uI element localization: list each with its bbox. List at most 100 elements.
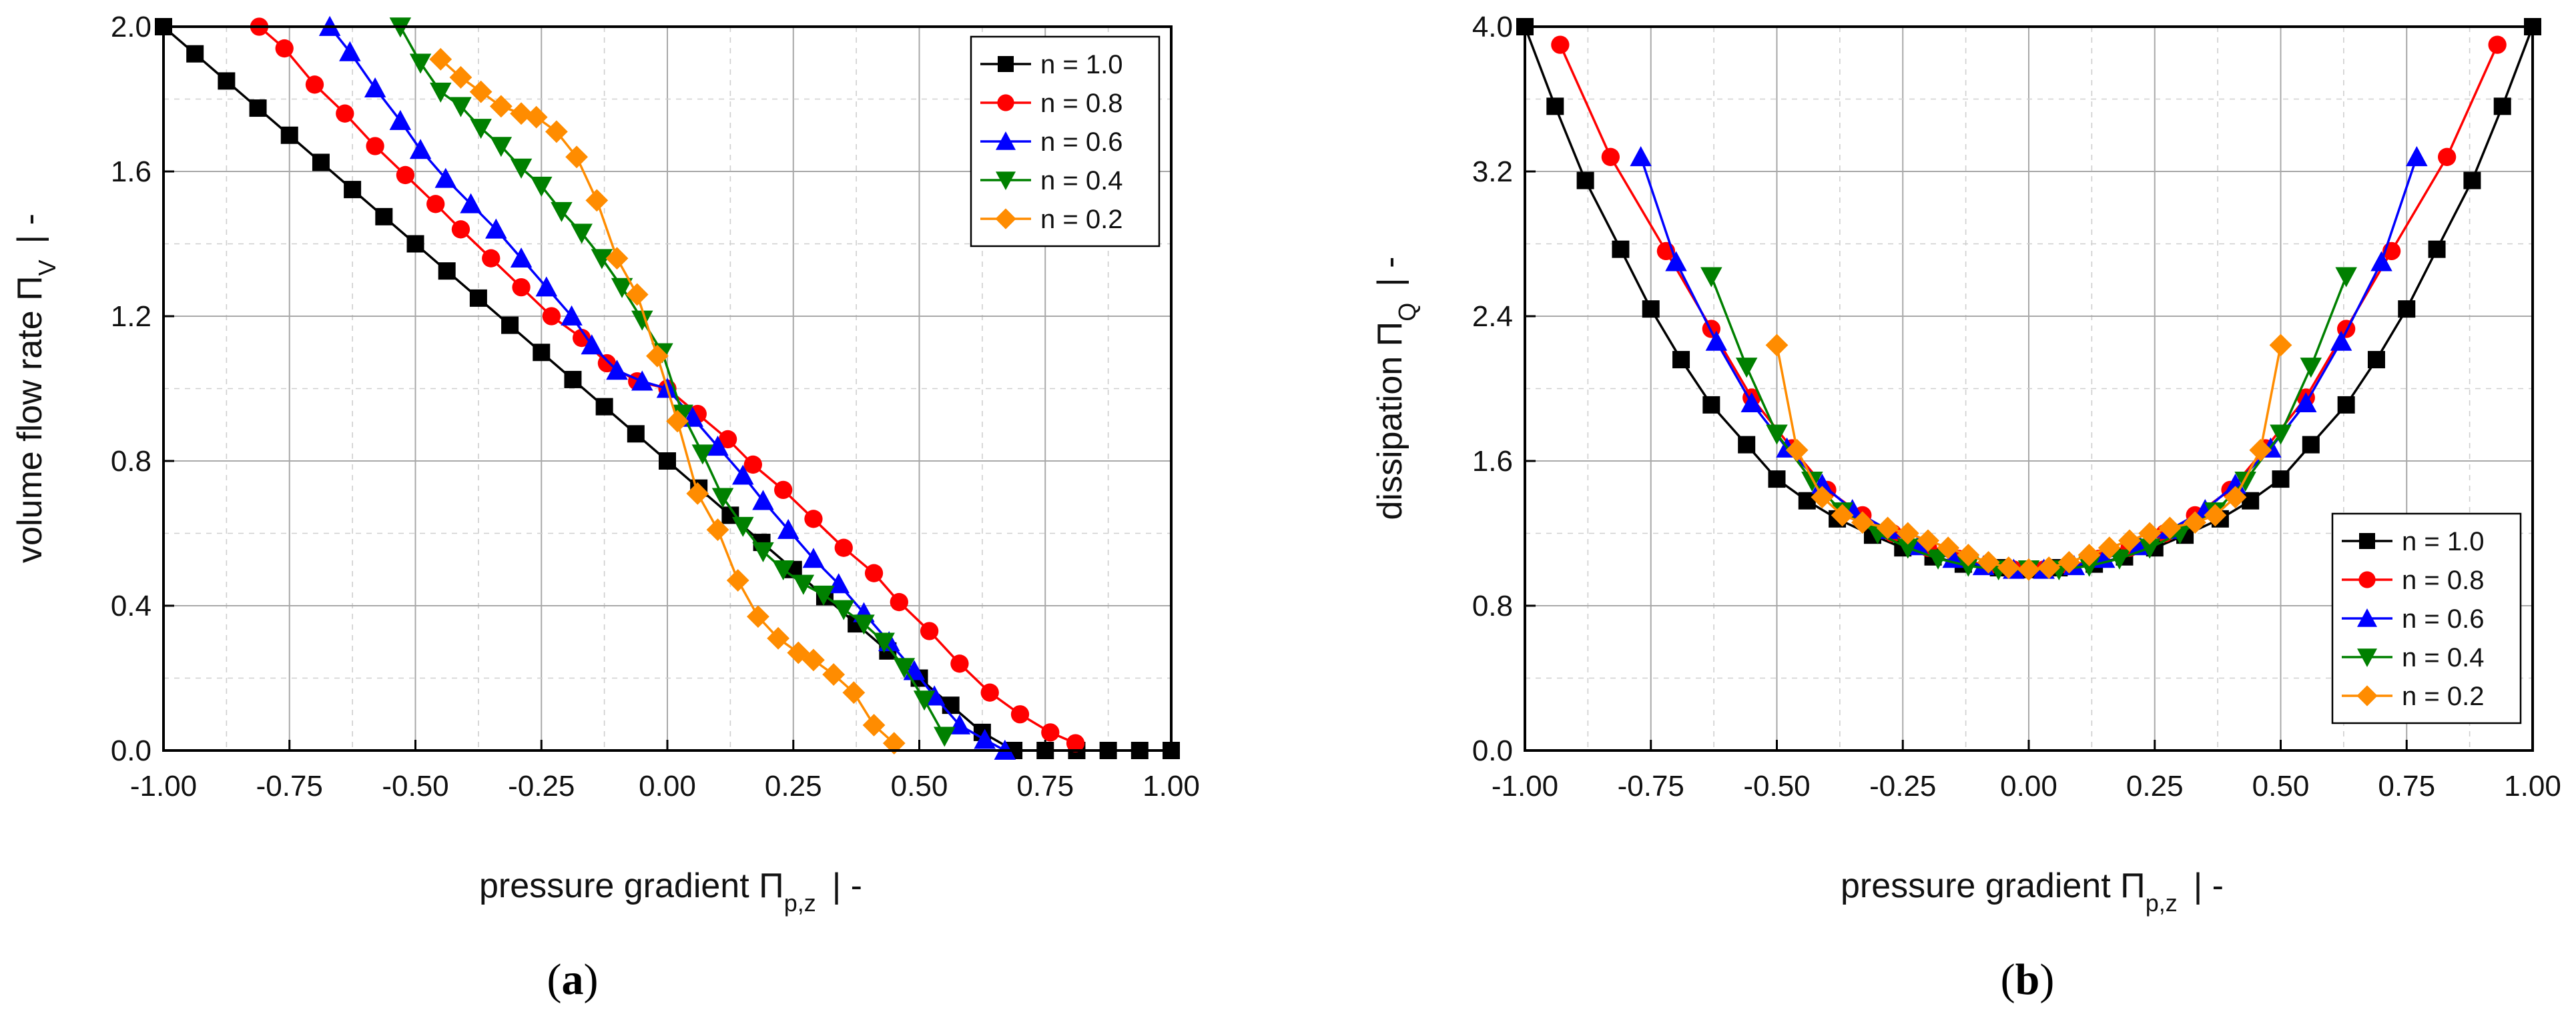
legend-label: n = 0.8 [2402, 566, 2484, 595]
data-point [1917, 529, 1939, 552]
data-point [2108, 549, 2131, 570]
data-point [2234, 472, 2256, 492]
y-tick-label: 2.4 [1472, 300, 1513, 333]
data-point [186, 45, 204, 63]
data-point [375, 207, 393, 225]
legend-label: n = 0.6 [1040, 127, 1122, 157]
data-point [249, 99, 267, 117]
legend-marker [2358, 571, 2376, 588]
data-point [732, 516, 754, 537]
data-point [2270, 424, 2292, 445]
data-point [2077, 544, 2101, 566]
data-point [535, 276, 558, 297]
legend-entry: n = 0.8 [2342, 566, 2484, 595]
data-point [873, 632, 895, 653]
data-point [666, 410, 689, 433]
data-point [2158, 516, 2182, 540]
data-point [743, 455, 762, 474]
data-point [280, 126, 298, 144]
data-point [1066, 734, 1085, 752]
data-point [804, 510, 823, 528]
data-point [305, 75, 324, 94]
data-point [2300, 358, 2322, 378]
legend-label: n = 1.0 [1040, 50, 1122, 79]
y-tick-label: 0.8 [1472, 590, 1513, 622]
data-point [802, 548, 825, 568]
data-point [533, 344, 551, 362]
data-point [726, 569, 749, 592]
data-point [732, 464, 754, 485]
data-point [1735, 358, 1758, 378]
data-point [1851, 511, 1874, 534]
legend-entry: n = 1.0 [2342, 527, 2484, 556]
data-point [429, 47, 452, 71]
legend-label: n = 0.2 [2402, 682, 2484, 711]
data-point [1546, 97, 1564, 115]
data-point [772, 560, 794, 580]
data-point [1700, 267, 1722, 288]
data-point [1811, 486, 1834, 509]
x-tick-label: 1.00 [2504, 770, 2561, 803]
data-point [531, 176, 553, 197]
data-point [1785, 438, 1809, 462]
data-point [525, 105, 548, 129]
data-point [802, 648, 825, 672]
data-point [1831, 504, 1854, 527]
data-point [409, 53, 432, 74]
legend-label: n = 0.4 [1040, 166, 1122, 195]
data-point [551, 201, 573, 222]
legend-marker [995, 208, 1016, 229]
x-tick-label: 0.25 [2126, 770, 2184, 803]
x-tick-label: 0.75 [1016, 770, 1074, 803]
data-point [430, 82, 452, 103]
data-point [339, 41, 361, 61]
data-point [438, 262, 456, 280]
data-point [631, 310, 653, 331]
data-point [1738, 436, 1756, 454]
chart-panel-b: -1.00 -0.75 -0.50 -0.25 0.00 0.25 0.50 0.75 1.00… [1371, 11, 2561, 1004]
legend-marker [997, 94, 1014, 111]
data-point [631, 370, 653, 391]
data-point [581, 334, 603, 355]
data-point [591, 249, 613, 270]
x-tick-label: -0.25 [1869, 770, 1936, 803]
y-tick-label: 4.0 [1472, 11, 1513, 43]
data-point [913, 690, 936, 711]
legend-marker [998, 56, 1014, 72]
legend-entry: n = 0.4 [980, 166, 1122, 195]
data-point [2398, 300, 2416, 318]
data-point [434, 167, 457, 188]
data-point [1766, 424, 1788, 445]
data-point [2078, 556, 2100, 577]
data-point [449, 66, 472, 89]
data-point [512, 278, 531, 297]
data-point [893, 658, 916, 678]
x-tick-label: 0.00 [2000, 770, 2057, 803]
data-point [406, 235, 424, 253]
data-point [2330, 330, 2352, 351]
x-tick-label: -0.50 [382, 770, 448, 803]
data-point [2302, 436, 2320, 454]
data-point [2272, 470, 2290, 488]
legend-label: n = 0.2 [1040, 205, 1122, 234]
data-point [344, 181, 362, 199]
data-point [625, 283, 649, 306]
legend-entry: n = 0.8 [980, 89, 1122, 118]
data-point [2269, 334, 2292, 357]
y-tick-label: 0.0 [111, 734, 151, 767]
data-point [510, 247, 533, 268]
legend-entry: n = 1.0 [980, 50, 1122, 79]
legend-marker [996, 131, 1016, 150]
y-axis-label: dissipation ΠQ| - [1371, 256, 1421, 520]
data-point [1630, 146, 1652, 167]
data-point [2017, 558, 2040, 581]
data-point [565, 145, 588, 169]
data-point [1765, 334, 1789, 357]
data-point [605, 247, 629, 270]
data-point [1927, 549, 1949, 570]
data-point [510, 158, 533, 179]
data-point [2057, 551, 2081, 574]
data-point [2337, 396, 2355, 414]
data-point [828, 573, 850, 594]
